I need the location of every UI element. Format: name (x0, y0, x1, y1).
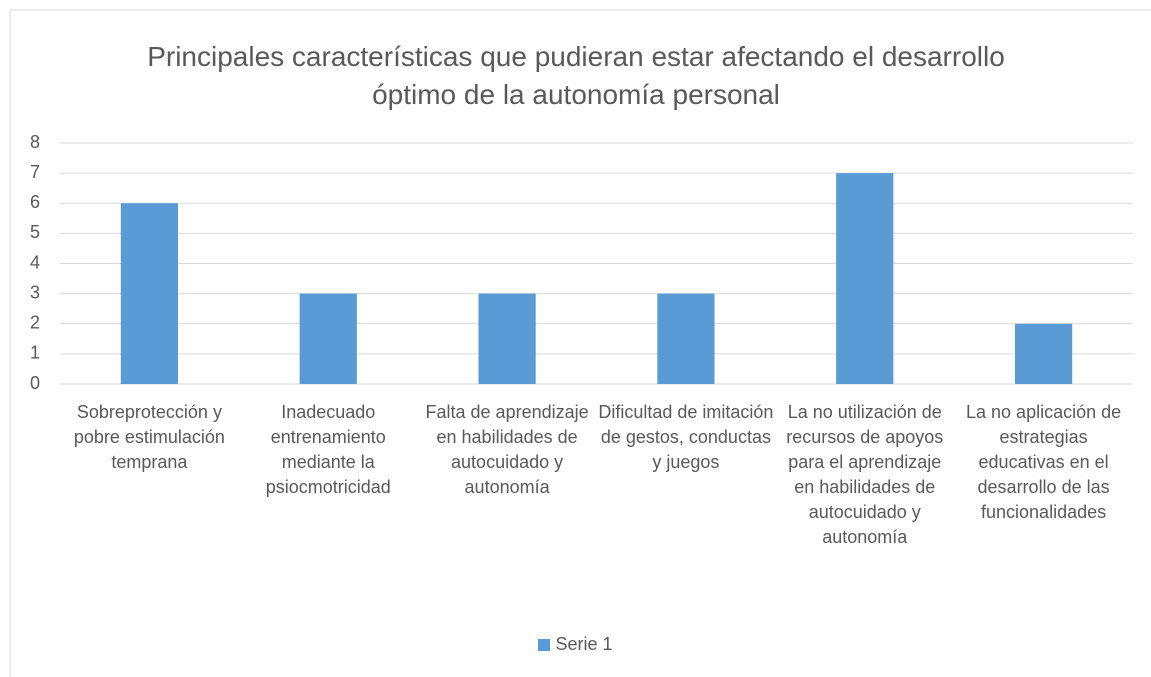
legend: Serie 1 (0, 634, 1151, 655)
y-tick-label: 1 (30, 343, 40, 363)
x-tick-label: La no utilización de recursos de apoyos … (786, 402, 944, 547)
bar (478, 293, 536, 384)
bar (836, 173, 894, 384)
chart-border (9, 9, 1151, 677)
x-tick-label: Sobreprotección y pobre estimulación tem… (73, 402, 225, 472)
legend-swatch (538, 639, 551, 651)
y-tick-label: 4 (30, 252, 40, 272)
chart-title: Principales características que pudieran… (147, 41, 1005, 110)
y-tick-label: 7 (30, 162, 40, 182)
y-tick-label: 3 (30, 282, 40, 302)
bar (1014, 323, 1073, 384)
legend-label: Serie 1 (555, 634, 613, 654)
x-tick-label: Falta de aprendizaje en habilidades de a… (425, 402, 589, 497)
y-tick-label: 6 (30, 192, 40, 212)
x-tick-label: Dificultad de imitación de gestos, condu… (598, 402, 774, 472)
x-tick-label: La no aplicación de estrategias educativ… (966, 402, 1122, 522)
bar (299, 293, 357, 384)
y-tick-label: 5 (30, 222, 40, 242)
bar (657, 293, 715, 384)
x-tick-label: Inadecuado entrenamiento mediante la psi… (265, 402, 391, 497)
bar (120, 203, 179, 384)
y-tick-label: 8 (30, 132, 40, 152)
y-tick-label: 0 (30, 373, 40, 393)
y-tick-label: 2 (30, 313, 40, 333)
